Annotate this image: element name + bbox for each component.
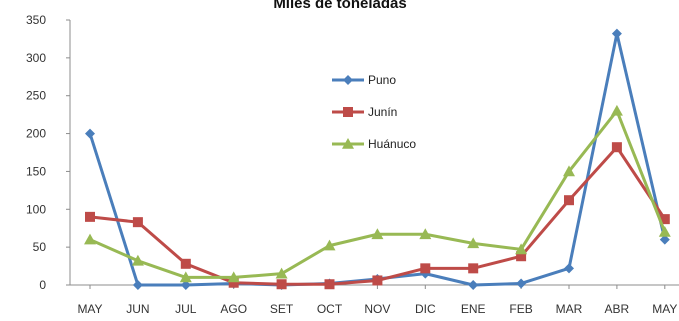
x-tick-label: NOV [364,302,390,316]
x-tick-label: ABR [605,302,630,316]
legend-label: Puno [368,73,396,87]
series-puno-point [468,280,478,290]
y-tick-label: 0 [39,278,46,292]
chart-title: Miles de toneladas [273,0,406,12]
x-tick-label: ENE [461,302,486,316]
x-tick-label: JUN [126,302,149,316]
x-tick-label: MAY [77,302,102,316]
legend-item-junin: Junín [332,105,397,119]
legend-item-puno: Puno [332,73,396,87]
y-tick-label: 300 [26,51,46,65]
series-junin-point [277,279,287,289]
series-puno-point [516,278,526,288]
x-tick-label: FEB [509,302,532,316]
legend-puno-point [343,75,353,85]
series-junin-point [468,263,478,273]
series-line-huanuco [90,111,665,278]
series-junin-point [325,279,335,289]
legend-junin-point [343,107,353,117]
series-junin-point [181,259,191,269]
y-tick-label: 150 [26,164,46,178]
legend: Puno Junín Huánuco [332,73,416,151]
series-puno-point [612,29,622,39]
legend-label: Junín [368,105,397,119]
series-huanuco-point [84,234,96,245]
x-tick-label: SET [270,302,294,316]
series-junin-point [85,212,95,222]
y-tick-label: 50 [33,240,47,254]
series-junin-point [420,263,430,273]
series-junin-point [612,142,622,152]
x-tick-label: AGO [220,302,247,316]
series-layer [84,29,671,290]
series-junin-point [564,195,574,205]
x-tick-label: OCT [317,302,343,316]
y-tick-label: 250 [26,89,46,103]
series-huanuco-point [611,105,623,116]
x-tick-label: JUL [175,302,197,316]
x-tick-label: DIC [415,302,436,316]
y-tick-label: 100 [26,202,46,216]
y-tick-label: 350 [26,13,46,27]
x-tick-label: MAR [556,302,583,316]
series-junin-point [372,275,382,285]
series-junin-point [133,217,143,227]
y-tick-label: 200 [26,127,46,141]
x-tick-label: MAY [652,302,677,316]
legend-label: Huánuco [368,137,416,151]
series-junin [85,142,670,289]
legend-item-huanuco: Huánuco [332,137,416,151]
series-puno-point [564,263,574,273]
series-puno-point [133,280,143,290]
series-puno-point [85,129,95,139]
axes: 0 50 100 150 200 250 300 350 MAY JUN JUL AGO SET OCT N… [26,13,679,316]
